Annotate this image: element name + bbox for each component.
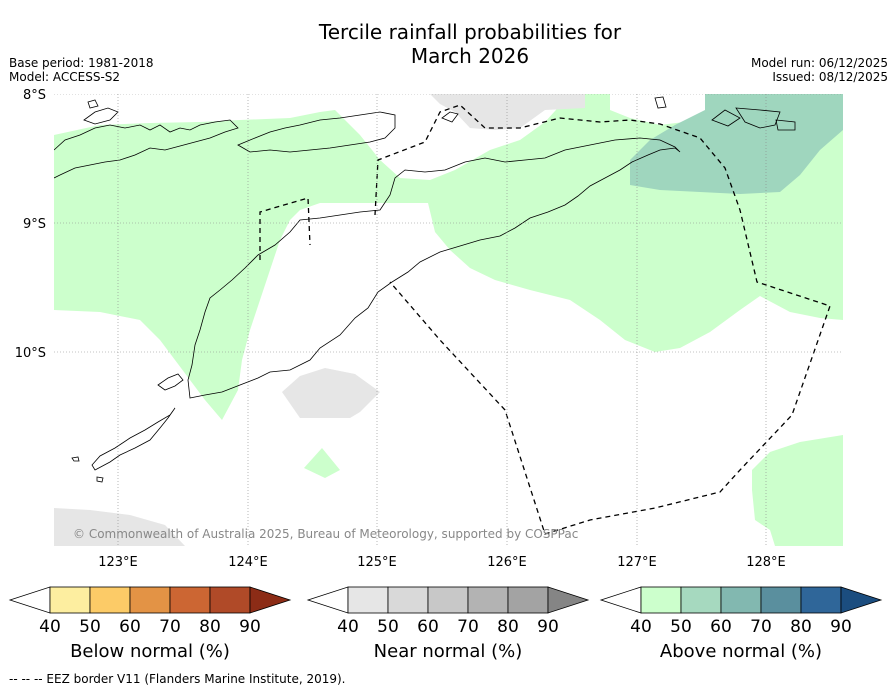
colorbar-near-bin-60 xyxy=(427,586,469,614)
colorbar-below-bin-70 xyxy=(169,586,211,614)
colorbar-below-bin-60 xyxy=(129,586,171,614)
colorbar-below-tick-80: 80 xyxy=(199,617,221,637)
colorbar-near-title: Near normal (%) xyxy=(374,641,523,662)
title-line-1: Tercile rainfall probabilities for xyxy=(318,20,622,44)
map-layers xyxy=(54,94,843,546)
colorbar-near-bin-40 xyxy=(347,586,389,614)
lat-label-9s: 9°S xyxy=(23,217,46,232)
colorbar-near-tick-80: 80 xyxy=(497,617,519,637)
title-line-2: March 2026 xyxy=(410,44,530,68)
colorbar-above-bin-80 xyxy=(800,586,842,614)
issued-date: Issued: 08/12/2025 xyxy=(772,70,888,84)
lat-label-8s: 8°S xyxy=(23,88,46,103)
wetar-coastline xyxy=(237,111,396,153)
near-normal-region-north xyxy=(430,94,585,130)
colorbar-near-tick-50: 50 xyxy=(377,617,399,637)
lon-label-123e: 123°E xyxy=(98,555,138,570)
islet-north-1 xyxy=(83,107,119,125)
colorbar-near-extend-low xyxy=(306,586,349,614)
above-40-patch-south xyxy=(304,448,340,478)
islet-northeast-1 xyxy=(711,109,741,127)
colorbar-above-tick-80: 80 xyxy=(790,617,812,637)
lon-label-128e: 128°E xyxy=(746,555,786,570)
colorbar-below-title: Below normal (%) xyxy=(70,641,230,662)
timor-coastline xyxy=(187,137,681,399)
colorbar-near-extend-high xyxy=(547,586,590,614)
colorbar-near-tick-90: 90 xyxy=(537,617,559,637)
colorbar-above-tick-60: 60 xyxy=(710,617,732,637)
colorbar-above-extend-low xyxy=(599,586,642,614)
colorbar-above: 40 50 60 70 80 90 Above normal (%) xyxy=(599,586,883,662)
model-name: Model: ACCESS-S2 xyxy=(9,70,121,84)
colorbars: 40 50 60 70 80 90 Below normal (%) 40 50 60 70 80 90… xyxy=(8,586,883,662)
lon-label-126e: 126°E xyxy=(487,555,527,570)
islet-north-4 xyxy=(654,96,667,109)
base-period: Base period: 1981-2018 xyxy=(9,56,154,70)
islet-1-coastline xyxy=(157,373,184,391)
alor-coastline xyxy=(54,119,239,179)
colorbar-below-extend-high xyxy=(249,586,292,614)
colorbar-near-tick-60: 60 xyxy=(417,617,439,637)
islet-northeast-3 xyxy=(775,119,796,131)
map-title: Tercile rainfall probabilities for March… xyxy=(0,20,896,68)
colorbar-below-tick-70: 70 xyxy=(159,617,181,637)
colorbar-below-tick-40: 40 xyxy=(39,617,61,637)
colorbar-below-tick-90: 90 xyxy=(239,617,261,637)
colorbar-near-bin-50 xyxy=(387,586,429,614)
colorbar-above-tick-50: 50 xyxy=(670,617,692,637)
colorbar-above-bin-70 xyxy=(760,586,802,614)
colorbar-below-tick-50: 50 xyxy=(79,617,101,637)
colorbar-above-bin-40 xyxy=(640,586,682,614)
graticule xyxy=(54,94,843,546)
colorbar-below-bin-80 xyxy=(209,586,251,614)
above-40-region-southeast xyxy=(752,435,843,546)
colorbar-above-tick-70: 70 xyxy=(750,617,772,637)
islet-2-coastline xyxy=(71,456,80,462)
near-normal-region-center xyxy=(282,368,380,418)
colorbar-near-bin-80 xyxy=(507,586,549,614)
colorbar-above-bin-50 xyxy=(680,586,722,614)
colorbar-above-title: Above normal (%) xyxy=(660,641,822,662)
colorbar-above-extend-high xyxy=(840,586,883,614)
colorbar-below: 40 50 60 70 80 90 Below normal (%) xyxy=(8,586,292,662)
lon-label-125e: 125°E xyxy=(357,555,397,570)
islet-3-coastline xyxy=(96,476,104,483)
lon-label-124e: 124°E xyxy=(228,555,268,570)
colorbar-above-tick-90: 90 xyxy=(830,617,852,637)
eez-border xyxy=(259,104,831,535)
colorbar-below-extend-low xyxy=(8,586,51,614)
lon-label-127e: 127°E xyxy=(617,555,657,570)
islet-northeast-2 xyxy=(735,107,781,129)
rote-island-coastline xyxy=(91,407,176,471)
colorbar-below-tick-60: 60 xyxy=(119,617,141,637)
model-run: Model run: 06/12/2025 xyxy=(750,56,888,70)
colorbar-near-tick-40: 40 xyxy=(337,617,359,637)
near-normal-region-southwest xyxy=(54,508,185,546)
colorbar-above-bin-60 xyxy=(720,586,762,614)
islet-north-2 xyxy=(87,99,99,109)
colorbar-near-bin-70 xyxy=(467,586,509,614)
above-50-region xyxy=(630,94,843,194)
colorbar-below-bin-50 xyxy=(89,586,131,614)
colorbar-near: 40 50 60 70 80 90 Near normal (%) xyxy=(306,586,590,662)
copyright-text: © Commonwealth of Australia 2025, Bureau… xyxy=(73,527,578,541)
eez-footer-note: -- -- -- EEZ border V11 (Flanders Marine… xyxy=(9,672,346,686)
colorbar-below-bin-40 xyxy=(49,586,91,614)
lat-label-10s: 10°S xyxy=(15,346,46,361)
colorbar-above-tick-40: 40 xyxy=(630,617,652,637)
colorbar-near-tick-70: 70 xyxy=(457,617,479,637)
islet-north-3 xyxy=(441,111,459,123)
